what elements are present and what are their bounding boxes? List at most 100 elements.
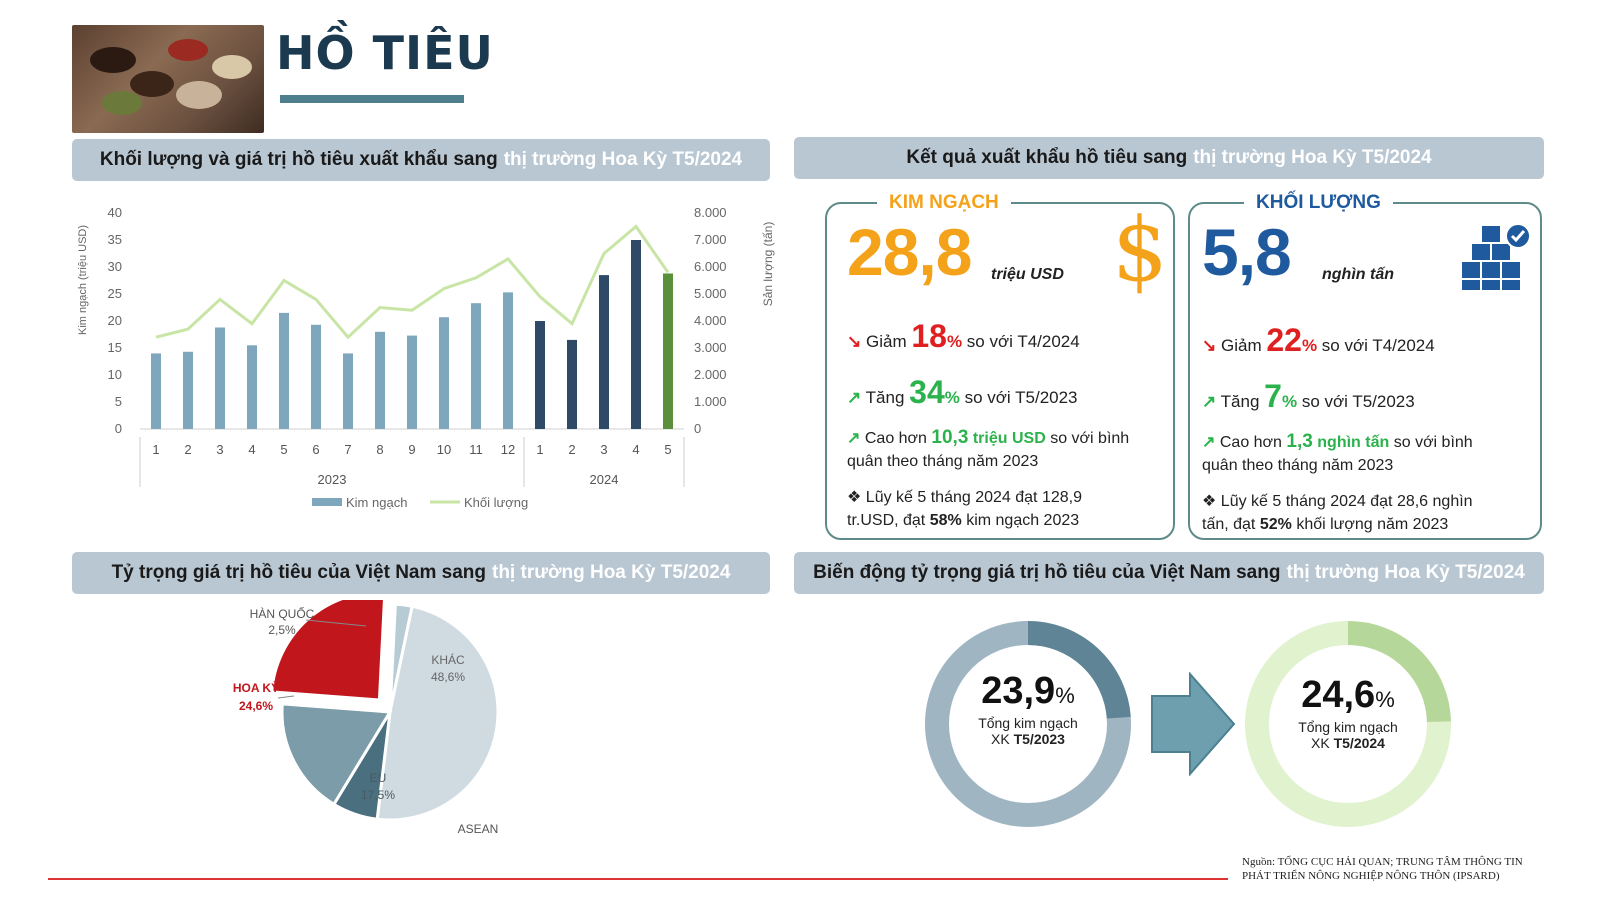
section-title-text: Biến động tỷ trọng giá trị hồ tiêu của V… [813, 562, 1281, 583]
x-tick-label: 2 [568, 442, 575, 457]
arrow-down-icon: ↘ [847, 332, 862, 351]
bar [503, 292, 513, 429]
x-tick-label: 4 [632, 442, 639, 457]
bar [183, 351, 193, 429]
y-tick-label: 35 [108, 232, 122, 247]
y-tick-label: 25 [108, 286, 122, 301]
change-vs-prev-month: ↘ Giảm 22% so với T4/2024 [1202, 322, 1435, 358]
value-number: 5,8 [1202, 215, 1292, 289]
arrow-up-icon: ↗ [847, 388, 862, 407]
bar [567, 339, 577, 429]
bar [663, 273, 673, 429]
x-tick-label: 10 [437, 442, 451, 457]
arrow-up-icon: ↗ [847, 430, 861, 447]
footer-line [48, 878, 1228, 880]
section-header-share-change: Biến động tỷ trọng giá trị hồ tiêu của V… [794, 552, 1544, 594]
section-title-text: Kết quả xuất khẩu hồ tiêu sang [906, 147, 1188, 168]
bar [631, 240, 641, 429]
bar [375, 331, 385, 429]
section-header-export-result: Kết quả xuất khẩu hồ tiêu sang thị trường… [794, 137, 1544, 179]
group-label: 2024 [590, 472, 619, 487]
source-note: Nguồn: TỔNG CỤC HẢI QUAN; TRUNG TÂM THÔN… [1242, 856, 1523, 882]
x-tick-label: 5 [664, 442, 671, 457]
section-title-highlight: thị trường Hoa Kỳ T5/2024 [503, 149, 743, 170]
section-title-text: Tỷ trọng giá trị hồ tiêu của Việt Nam sa… [111, 562, 486, 583]
cumulative-note: ❖ Lũy kế 5 tháng 2024 đạt 28,6 nghìn tấn… [1202, 493, 1473, 533]
diamond-bullet-icon: ❖ [1202, 493, 1217, 510]
donut-2023 [925, 621, 1131, 827]
change-vs-prev-month: ↘ Giảm 18% so với T4/2024 [847, 318, 1080, 354]
share-pie-chart: HÀN QUỐC 2,5% HOA KỲ 24,6% KHÁC 48,6% EU… [233, 600, 500, 836]
bar [439, 317, 449, 429]
pie-value-han-quoc: 2,5% [268, 623, 296, 637]
dollar-icon: $ [1112, 198, 1168, 301]
donut-2024-text: 24,6% Tổng kim ngạch XK T5/2024 [1242, 674, 1454, 751]
change-vs-last-year: ↗ Tăng 7% so với T5/2023 [1202, 378, 1415, 414]
pie-value-khac: 48,6% [431, 670, 465, 684]
pie-value-eu: 17,5% [361, 788, 395, 802]
x-tick-label: 1 [536, 442, 543, 457]
boxes-icon [1462, 223, 1531, 290]
x-tick-label: 1 [152, 442, 159, 457]
donut-value: 23,9 [981, 670, 1056, 712]
arrow-right-icon [1151, 672, 1236, 776]
x-tick-label: 5 [280, 442, 287, 457]
page-title: HỒ TIÊU [276, 26, 494, 80]
y2-tick-label: 2.000 [694, 367, 727, 382]
bar [535, 321, 545, 429]
pie-label-eu: EU [370, 771, 387, 785]
x-tick-label: 3 [216, 442, 223, 457]
bar [471, 303, 481, 429]
bar [151, 353, 161, 429]
cumulative-note: ❖ Lũy kế 5 tháng 2024 đạt 128,9 tr.USD, … [847, 489, 1082, 529]
x-tick-label: 8 [376, 442, 383, 457]
legend-label-line: Khối lượng [464, 495, 528, 510]
legend-label-bar: Kim ngạch [346, 495, 407, 510]
y2-tick-label: 6.000 [694, 259, 727, 274]
pie-value-hoa-ky: 24,6% [239, 699, 273, 713]
y2-tick-label: 5.000 [694, 286, 727, 301]
donut-2023-text: 23,9% Tổng kim ngạch XK T5/2023 [922, 670, 1134, 747]
x-tick-label: 9 [408, 442, 415, 457]
export-volume-card: KHỐI LƯỢNG 5,8 nghìn tấn ↘ Giảm 22% so v… [1188, 192, 1542, 540]
donut-period: XK T5/2023 [991, 731, 1065, 747]
volume-line [155, 224, 670, 340]
value-number: 28,8 [847, 215, 972, 289]
pie-label-han-quoc: HÀN QUỐC [250, 606, 315, 621]
bar [311, 324, 321, 429]
group-label: 2023 [318, 472, 347, 487]
value-unit: triệu USD [991, 266, 1064, 283]
arrow-up-icon: ↗ [1202, 434, 1216, 451]
y2-tick-label: 1.000 [694, 394, 727, 409]
y-tick-label: 0 [115, 421, 122, 436]
y-tick-label: 30 [108, 259, 122, 274]
section-title-highlight: thị trường Hoa Kỳ T5/2024 [1286, 562, 1525, 583]
pie-slice-eu [280, 702, 393, 807]
x-tick-label: 11 [469, 442, 483, 457]
bar [599, 275, 609, 429]
donut-2024 [1245, 621, 1451, 827]
y-tick-label: 40 [108, 205, 122, 220]
y2-tick-label: 8.000 [694, 205, 727, 220]
x-tick-label: 4 [248, 442, 255, 457]
y-axis-label: Kim ngạch (triệu USD) [77, 225, 89, 335]
y-tick-label: 15 [108, 340, 122, 355]
x-tick-label: 2 [184, 442, 191, 457]
bar [215, 327, 225, 429]
value-unit: nghìn tấn [1322, 266, 1394, 283]
donut-label: Tổng kim ngạch [1298, 719, 1398, 735]
donut-label: Tổng kim ngạch [978, 715, 1078, 731]
y-tick-label: 5 [115, 394, 122, 409]
legend-swatch-bar [312, 498, 342, 506]
y2-axis-label: Sản lượng (tấn) [761, 222, 775, 307]
title-underline [280, 95, 464, 103]
y-tick-label: 10 [108, 367, 122, 382]
x-tick-label: 3 [600, 442, 607, 457]
y2-tick-label: 3.000 [694, 340, 727, 355]
section-header-volume-value: Khối lượng và giá trị hồ tiêu xuất khẩu … [72, 139, 770, 181]
donut-value: 24,6 [1301, 674, 1376, 716]
arrow-up-icon: ↗ [1202, 392, 1217, 411]
change-vs-last-year: ↗ Tăng 34% so với T5/2023 [847, 374, 1078, 410]
section-title-text: Khối lượng và giá trị hồ tiêu xuất khẩu … [99, 149, 498, 170]
section-header-share: Tỷ trọng giá trị hồ tiêu của Việt Nam sa… [72, 552, 770, 594]
